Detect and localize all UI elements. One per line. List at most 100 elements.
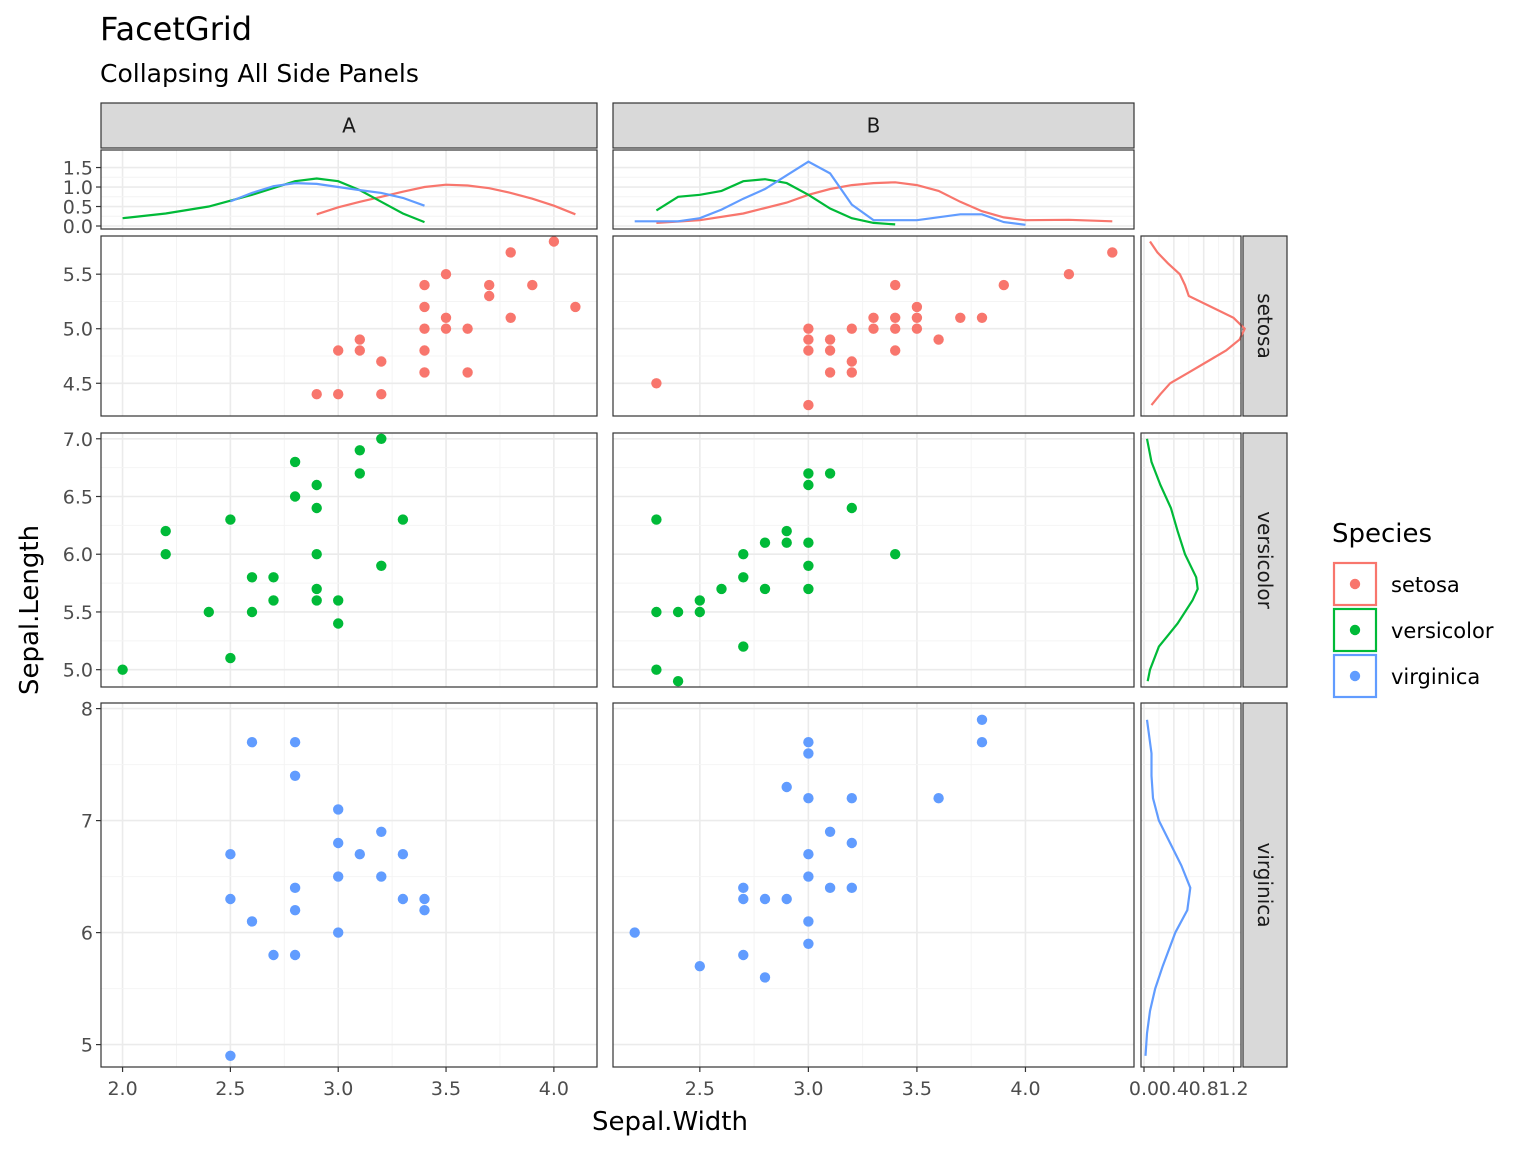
scatter-point-versicolor — [759, 583, 771, 595]
scatter-point-versicolor — [160, 549, 171, 560]
y-tick-label: 6.5 — [63, 487, 93, 509]
scatter-point-setosa — [527, 279, 538, 291]
scatter-point-versicolor — [397, 514, 409, 525]
scatter-point-setosa — [911, 323, 923, 334]
scatter-point-versicolor — [246, 572, 258, 583]
scatter-point-setosa — [933, 334, 944, 345]
row-strip-label: versicolor — [1253, 511, 1277, 609]
scatter-point-versicolor — [268, 595, 279, 606]
scatter-point-setosa — [824, 345, 836, 356]
x-tick-label: 3.0 — [793, 1078, 823, 1100]
x-tick-label: 0.0 — [1129, 1078, 1159, 1100]
scatter-point-virginica — [803, 737, 814, 748]
legend: Species setosa versicolor virginica — [1332, 519, 1494, 699]
legend-label: versicolor — [1391, 619, 1494, 643]
y-tick-label: 7 — [81, 811, 93, 833]
scatter-point-versicolor — [824, 468, 836, 479]
y-tick-label: 5.0 — [63, 319, 93, 341]
scatter-point-versicolor — [651, 514, 662, 525]
side-density-panel — [1140, 235, 1242, 417]
scatter-point-setosa — [354, 345, 365, 356]
x-tick-label: 0.4 — [1159, 1078, 1189, 1100]
scatter-point-virginica — [289, 882, 301, 893]
scatter-point-virginica — [246, 916, 258, 927]
y-tick-label: 6 — [81, 923, 93, 945]
scatter-point-setosa — [651, 378, 662, 389]
scatter-point-virginica — [803, 871, 814, 882]
scatter-point-virginica — [289, 905, 301, 916]
y-tick-label: 0.5 — [63, 197, 93, 219]
scatter-panel — [612, 702, 1135, 1068]
y-axis-title: Sepal.Length — [15, 525, 45, 695]
x-tick-label: 3.5 — [431, 1078, 461, 1100]
scatter-point-versicolor — [651, 664, 662, 675]
scatter-point-versicolor — [117, 664, 128, 675]
scatter-point-setosa — [824, 334, 836, 345]
scatter-point-versicolor — [759, 537, 771, 548]
scatter-point-versicolor — [333, 618, 344, 629]
scatter-point-setosa — [1107, 247, 1118, 258]
scatter-point-versicolor — [672, 606, 684, 618]
scatter-point-virginica — [289, 949, 301, 961]
scatter-point-virginica — [824, 882, 836, 893]
scatter-point-versicolor — [803, 479, 814, 491]
scatter-point-versicolor — [672, 676, 684, 687]
scatter-point-versicolor — [781, 537, 792, 548]
scatter-point-setosa — [376, 356, 387, 367]
scatter-panel — [100, 432, 598, 688]
scatter-point-virginica — [289, 737, 301, 748]
scatter-point-virginica — [354, 849, 365, 860]
side-density-panel — [1140, 702, 1242, 1068]
x-tick-label: 0.8 — [1189, 1078, 1219, 1100]
scatter-point-virginica — [225, 849, 236, 860]
y-tick-label: 5.5 — [63, 264, 93, 286]
scatter-panel — [612, 235, 1135, 417]
scatter-point-setosa — [419, 301, 430, 313]
scatter-point-versicolor — [311, 595, 322, 606]
scatter-point-versicolor — [333, 595, 344, 606]
scatter-point-setosa — [890, 323, 901, 334]
scatter-point-versicolor — [354, 445, 365, 456]
scatter-point-versicolor — [311, 502, 322, 514]
scatter-point-setosa — [824, 367, 836, 378]
scatter-panel — [612, 432, 1135, 688]
scatter-point-virginica — [803, 938, 814, 949]
scatter-point-setosa — [354, 334, 365, 345]
scatter-point-virginica — [629, 927, 640, 938]
scatter-point-virginica — [246, 737, 258, 748]
scatter-point-versicolor — [225, 514, 236, 525]
scatter-point-virginica — [376, 826, 387, 837]
y-tick-label: 1.5 — [63, 158, 93, 180]
scatter-point-virginica — [333, 804, 344, 815]
scatter-point-setosa — [333, 389, 344, 400]
scatter-point-setosa — [955, 312, 966, 323]
side-density-versicolor — [1145, 438, 1199, 682]
scatter-point-virginica — [846, 882, 857, 893]
scatter-point-virginica — [976, 737, 988, 748]
scatter-point-versicolor — [246, 606, 258, 618]
scatter-point-setosa — [440, 323, 452, 334]
row-strip-label: virginica — [1253, 843, 1277, 928]
scatter-panel — [100, 235, 598, 417]
scatter-point-setosa — [484, 279, 495, 291]
row-strip — [1242, 702, 1288, 1068]
x-tick-label: 2.5 — [215, 1078, 245, 1100]
scatter-point-setosa — [846, 323, 857, 334]
x-tick-label: 2.5 — [685, 1078, 715, 1100]
x-tick-label: 3.5 — [902, 1078, 932, 1100]
x-tick-label: 4.0 — [539, 1078, 569, 1100]
x-axis-title: Sepal.Width — [592, 1107, 748, 1137]
scatter-point-virginica — [397, 893, 409, 905]
top-density-panel — [100, 149, 598, 230]
scatter-point-versicolor — [311, 583, 322, 595]
top-density-panel — [612, 149, 1135, 230]
x-tick-label: 4.0 — [1010, 1078, 1040, 1100]
scatter-point-virginica — [803, 916, 814, 927]
scatter-point-setosa — [440, 312, 452, 323]
chart-title: FacetGrid — [100, 10, 252, 48]
legend-marker-setosa — [1349, 578, 1361, 590]
scatter-point-virginica — [738, 893, 749, 905]
scatter-point-versicolor — [781, 525, 792, 537]
x-tick-label: 3.0 — [323, 1078, 353, 1100]
scatter-point-setosa — [505, 247, 516, 258]
